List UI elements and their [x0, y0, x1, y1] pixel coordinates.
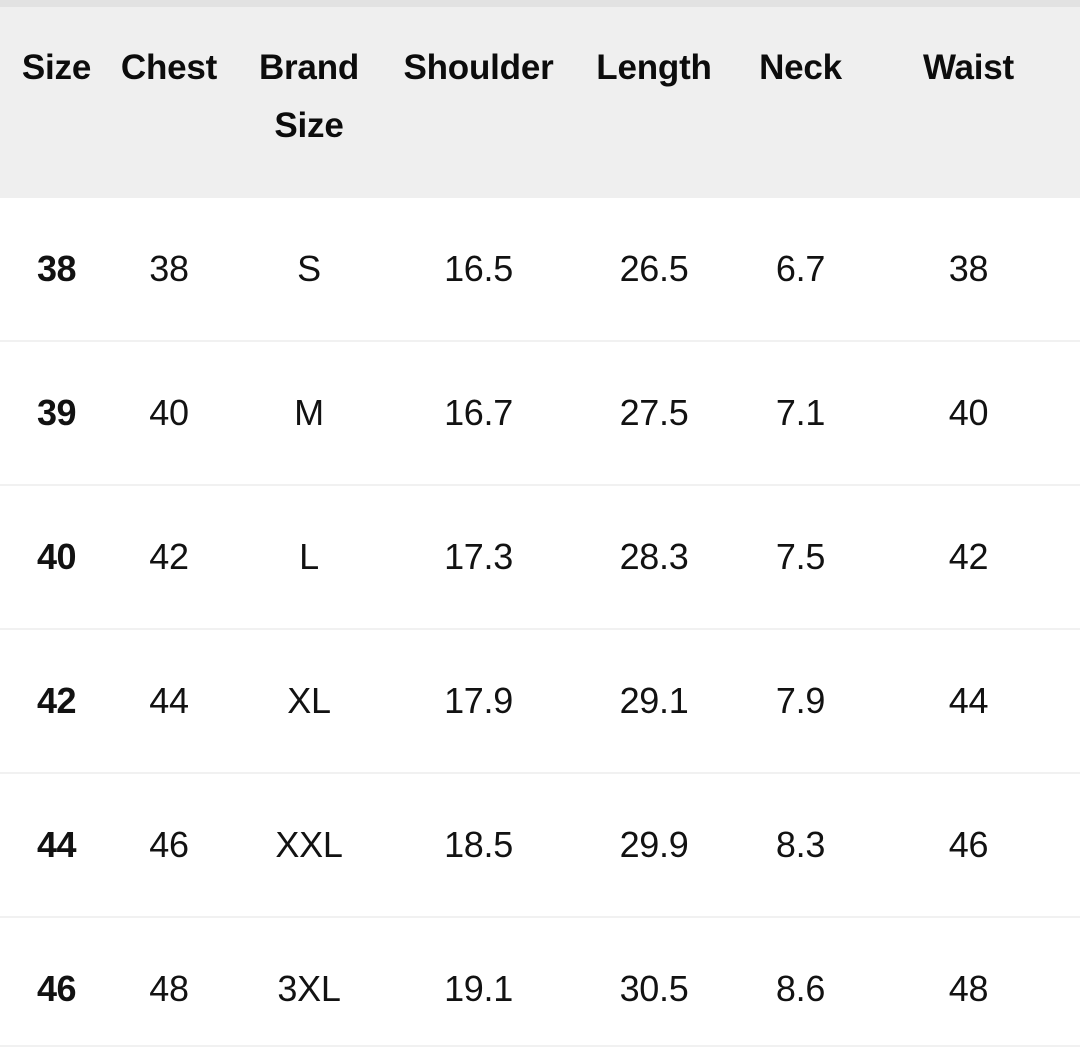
table-head: Size Chest Brand Size Shoulder Length Ne… — [0, 7, 1080, 198]
cell-size: 39 — [0, 340, 113, 485]
cell-length: 30.5 — [564, 916, 744, 1060]
cell-chest: 44 — [113, 628, 225, 773]
table-bottom-divider — [0, 1045, 1080, 1047]
cell-shoulder: 16.5 — [444, 248, 513, 289]
column-header-neck-label: Neck — [759, 48, 842, 87]
column-header-brand-size: Brand Size — [225, 7, 393, 198]
cell-shoulder: 19.1 — [393, 916, 564, 1060]
column-header-chest: Chest — [113, 7, 225, 198]
column-header-waist-label: Waist — [922, 48, 1015, 87]
column-header-size: Size — [0, 7, 113, 198]
cell-size: 42 — [0, 628, 113, 773]
cell-waist: 42 — [857, 484, 1080, 629]
cell-waist: 48 — [857, 916, 1080, 1060]
cell-brand: 3XL — [225, 916, 393, 1060]
cell-brand: XL — [225, 628, 393, 773]
cell-chest: 40 — [113, 340, 225, 485]
cell-waist: 38 — [948, 248, 989, 289]
cell-length: 28.3 — [564, 484, 744, 629]
column-header-brand-size-label: Brand Size — [258, 48, 360, 145]
cell-neck: 8.6 — [744, 916, 857, 1060]
cell-chest: 38 — [149, 248, 189, 289]
table-row: 46 48 3XL 19.1 30.5 8.6 48 — [0, 916, 1080, 1060]
cell-brand: S — [297, 248, 321, 289]
cell-neck: 7.1 — [744, 340, 857, 485]
column-header-length-label: Length — [596, 48, 712, 87]
header-row: Size Chest Brand Size Shoulder Length Ne… — [0, 7, 1080, 198]
cell-chest: 48 — [113, 916, 225, 1060]
cell-neck: 8.3 — [744, 772, 857, 917]
cell-size: 38 — [36, 248, 77, 289]
column-header-waist: Waist — [857, 7, 1080, 198]
cell-neck: 7.9 — [744, 628, 857, 773]
cell-neck: 6.7 — [775, 248, 826, 289]
column-header-chest-label: Chest — [120, 48, 218, 87]
cell-neck: 7.5 — [744, 484, 857, 629]
cell-shoulder: 17.3 — [393, 484, 564, 629]
table-row: 44 46 XXL 18.5 29.9 8.3 46 — [0, 772, 1080, 917]
table-body: 38 38 S 16.5 26.5 6.7 38 39 40 M 16.7 27… — [0, 198, 1080, 1060]
cell-size: 44 — [0, 772, 113, 917]
cell-brand: M — [225, 340, 393, 485]
cell-size: 46 — [0, 916, 113, 1060]
cell-brand: XXL — [225, 772, 393, 917]
table-row: 39 40 M 16.7 27.5 7.1 40 — [0, 340, 1080, 485]
cell-shoulder: 18.5 — [393, 772, 564, 917]
column-header-length: Length — [564, 7, 744, 198]
top-edge-strip — [0, 0, 1080, 7]
cell-waist: 46 — [857, 772, 1080, 917]
column-header-neck: Neck — [744, 7, 857, 198]
column-header-shoulder-label: Shoulder — [403, 48, 554, 87]
cell-waist: 44 — [857, 628, 1080, 773]
size-chart-table: Size Chest Brand Size Shoulder Length Ne… — [0, 7, 1080, 1060]
cell-length: 26.5 — [619, 248, 689, 289]
cell-waist: 40 — [857, 340, 1080, 485]
cell-brand: L — [225, 484, 393, 629]
cell-length: 29.1 — [564, 628, 744, 773]
column-header-size-label: Size — [21, 48, 92, 87]
cell-length: 27.5 — [564, 340, 744, 485]
table-row: 40 42 L 17.3 28.3 7.5 42 — [0, 484, 1080, 629]
cell-shoulder: 17.9 — [393, 628, 564, 773]
table-row: 42 44 XL 17.9 29.1 7.9 44 — [0, 628, 1080, 773]
cell-chest: 46 — [113, 772, 225, 917]
column-header-shoulder: Shoulder — [393, 7, 564, 198]
table-row: 38 38 S 16.5 26.5 6.7 38 — [0, 198, 1080, 341]
cell-chest: 42 — [113, 484, 225, 629]
cell-length: 29.9 — [564, 772, 744, 917]
cell-size: 40 — [0, 484, 113, 629]
cell-shoulder: 16.7 — [393, 340, 564, 485]
